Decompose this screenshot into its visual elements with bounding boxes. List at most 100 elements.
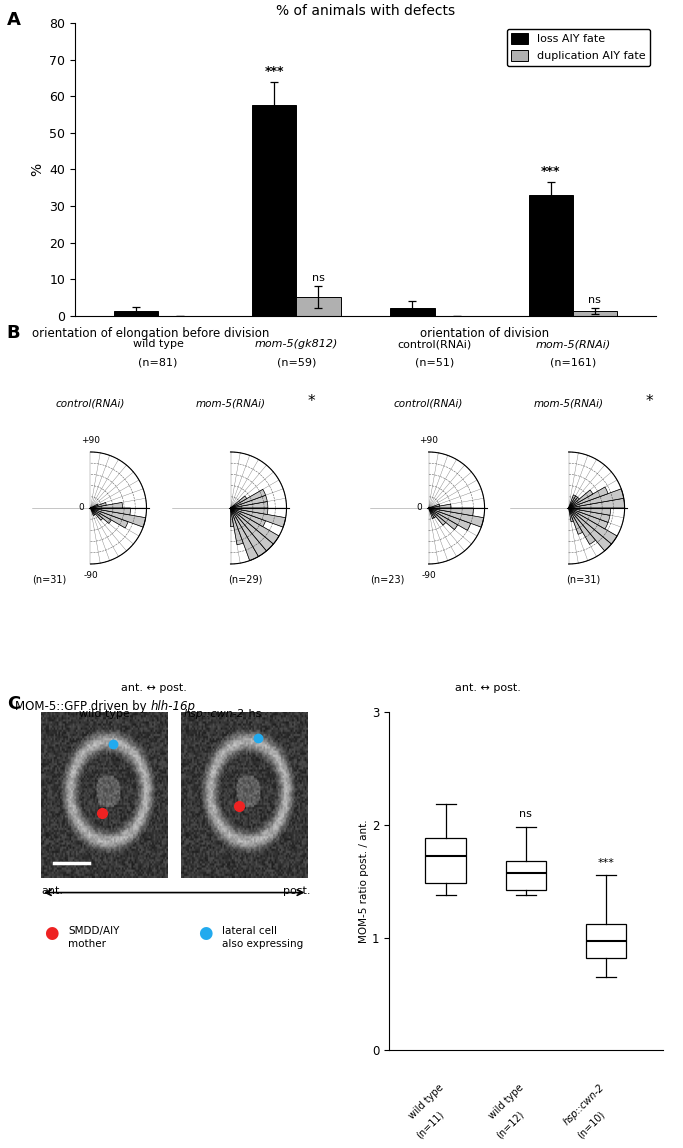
Text: hsp::cwn-2: hsp::cwn-2: [561, 1083, 607, 1126]
Y-axis label: %: %: [30, 163, 44, 176]
Text: -90: -90: [83, 571, 98, 580]
Text: (n=23): (n=23): [370, 574, 404, 584]
Text: hsp::cwn-2: hsp::cwn-2: [184, 709, 245, 720]
Text: ant. ↔ post.: ant. ↔ post.: [121, 683, 186, 693]
Polygon shape: [230, 507, 266, 527]
Polygon shape: [90, 504, 98, 507]
Polygon shape: [429, 507, 471, 530]
Polygon shape: [429, 507, 436, 518]
Text: control(RNAi): control(RNAi): [398, 340, 472, 349]
Polygon shape: [568, 489, 624, 507]
Text: (n=10): (n=10): [575, 1109, 607, 1140]
PathPatch shape: [426, 838, 466, 883]
Text: orientation of division: orientation of division: [420, 327, 550, 340]
Polygon shape: [568, 507, 583, 534]
Polygon shape: [568, 496, 578, 507]
Polygon shape: [90, 507, 128, 528]
Polygon shape: [90, 503, 122, 507]
Text: (n=51): (n=51): [415, 358, 454, 367]
Polygon shape: [429, 504, 440, 507]
Polygon shape: [90, 507, 111, 523]
Text: C: C: [7, 695, 20, 713]
Bar: [390, 309, 434, 316]
Polygon shape: [568, 487, 608, 507]
Polygon shape: [429, 507, 434, 519]
Polygon shape: [230, 507, 268, 514]
Text: mom-5(RNAi): mom-5(RNAi): [195, 400, 266, 409]
Polygon shape: [230, 507, 279, 544]
Text: MOM-5::GFP driven by: MOM-5::GFP driven by: [15, 700, 150, 713]
Text: wild type: wild type: [79, 709, 130, 720]
Text: ns: ns: [520, 809, 532, 819]
Polygon shape: [230, 507, 243, 545]
Polygon shape: [90, 503, 107, 507]
Text: -90: -90: [421, 571, 436, 580]
Text: wild type: wild type: [133, 340, 184, 349]
Polygon shape: [568, 507, 610, 522]
Polygon shape: [568, 490, 593, 507]
Text: (n=31): (n=31): [31, 574, 66, 584]
Text: ***: ***: [264, 64, 284, 78]
Text: ant.: ant.: [41, 886, 63, 897]
Polygon shape: [568, 495, 576, 507]
Polygon shape: [568, 507, 608, 529]
Text: ●: ●: [197, 924, 212, 943]
Text: A: A: [7, 11, 20, 30]
Text: hs: hs: [245, 709, 261, 720]
Polygon shape: [429, 507, 446, 525]
Text: (n=31): (n=31): [566, 574, 600, 584]
Text: (n=29): (n=29): [227, 574, 262, 584]
Polygon shape: [230, 489, 266, 507]
Text: +90: +90: [419, 436, 438, 445]
Polygon shape: [429, 507, 484, 527]
Polygon shape: [90, 507, 130, 515]
Text: wild type: wild type: [407, 1083, 445, 1120]
Polygon shape: [568, 497, 579, 507]
Polygon shape: [230, 507, 273, 551]
Text: ***: ***: [541, 165, 560, 178]
Text: ns: ns: [312, 273, 325, 284]
Text: +90: +90: [81, 436, 100, 445]
Polygon shape: [90, 507, 94, 515]
Polygon shape: [568, 498, 624, 507]
Y-axis label: MOM-5 ratio post. / ant.: MOM-5 ratio post. / ant.: [359, 820, 370, 943]
Polygon shape: [90, 507, 96, 515]
PathPatch shape: [506, 861, 546, 890]
Text: ns: ns: [589, 295, 601, 305]
Text: 0: 0: [416, 504, 422, 512]
Text: B: B: [7, 324, 20, 342]
Text: *: *: [307, 394, 315, 409]
Text: mom-5(RNAi): mom-5(RNAi): [533, 400, 604, 409]
Bar: [114, 311, 158, 316]
Text: *: *: [645, 394, 653, 409]
Polygon shape: [230, 507, 234, 527]
Text: SMDD/AIY: SMDD/AIY: [68, 926, 120, 937]
Polygon shape: [568, 507, 596, 544]
Polygon shape: [429, 507, 458, 529]
Legend: loss AIY fate, duplication AIY fate: loss AIY fate, duplication AIY fate: [507, 29, 650, 65]
Text: orientation of elongation before division: orientation of elongation before divisio…: [31, 327, 269, 340]
Text: mom-5(gk812): mom-5(gk812): [255, 340, 338, 349]
Text: (n=12): (n=12): [494, 1109, 526, 1140]
Polygon shape: [568, 507, 574, 522]
Title: % of animals with defects: % of animals with defects: [276, 3, 455, 17]
Polygon shape: [568, 507, 611, 551]
Polygon shape: [230, 507, 266, 557]
Text: 0: 0: [78, 504, 84, 512]
Polygon shape: [568, 507, 611, 515]
Polygon shape: [230, 495, 267, 507]
Text: ***: ***: [598, 858, 615, 868]
Polygon shape: [230, 496, 247, 507]
Text: (n=161): (n=161): [550, 358, 596, 367]
Text: post.: post.: [283, 886, 311, 897]
Polygon shape: [230, 507, 285, 527]
Text: hlh-16p: hlh-16p: [150, 700, 195, 713]
Polygon shape: [90, 507, 102, 520]
Text: control(RNAi): control(RNAi): [394, 400, 463, 409]
Bar: [252, 104, 296, 316]
Text: control(RNAi): control(RNAi): [56, 400, 125, 409]
Polygon shape: [429, 507, 473, 515]
Polygon shape: [230, 502, 268, 507]
Polygon shape: [429, 504, 451, 507]
PathPatch shape: [586, 924, 626, 957]
